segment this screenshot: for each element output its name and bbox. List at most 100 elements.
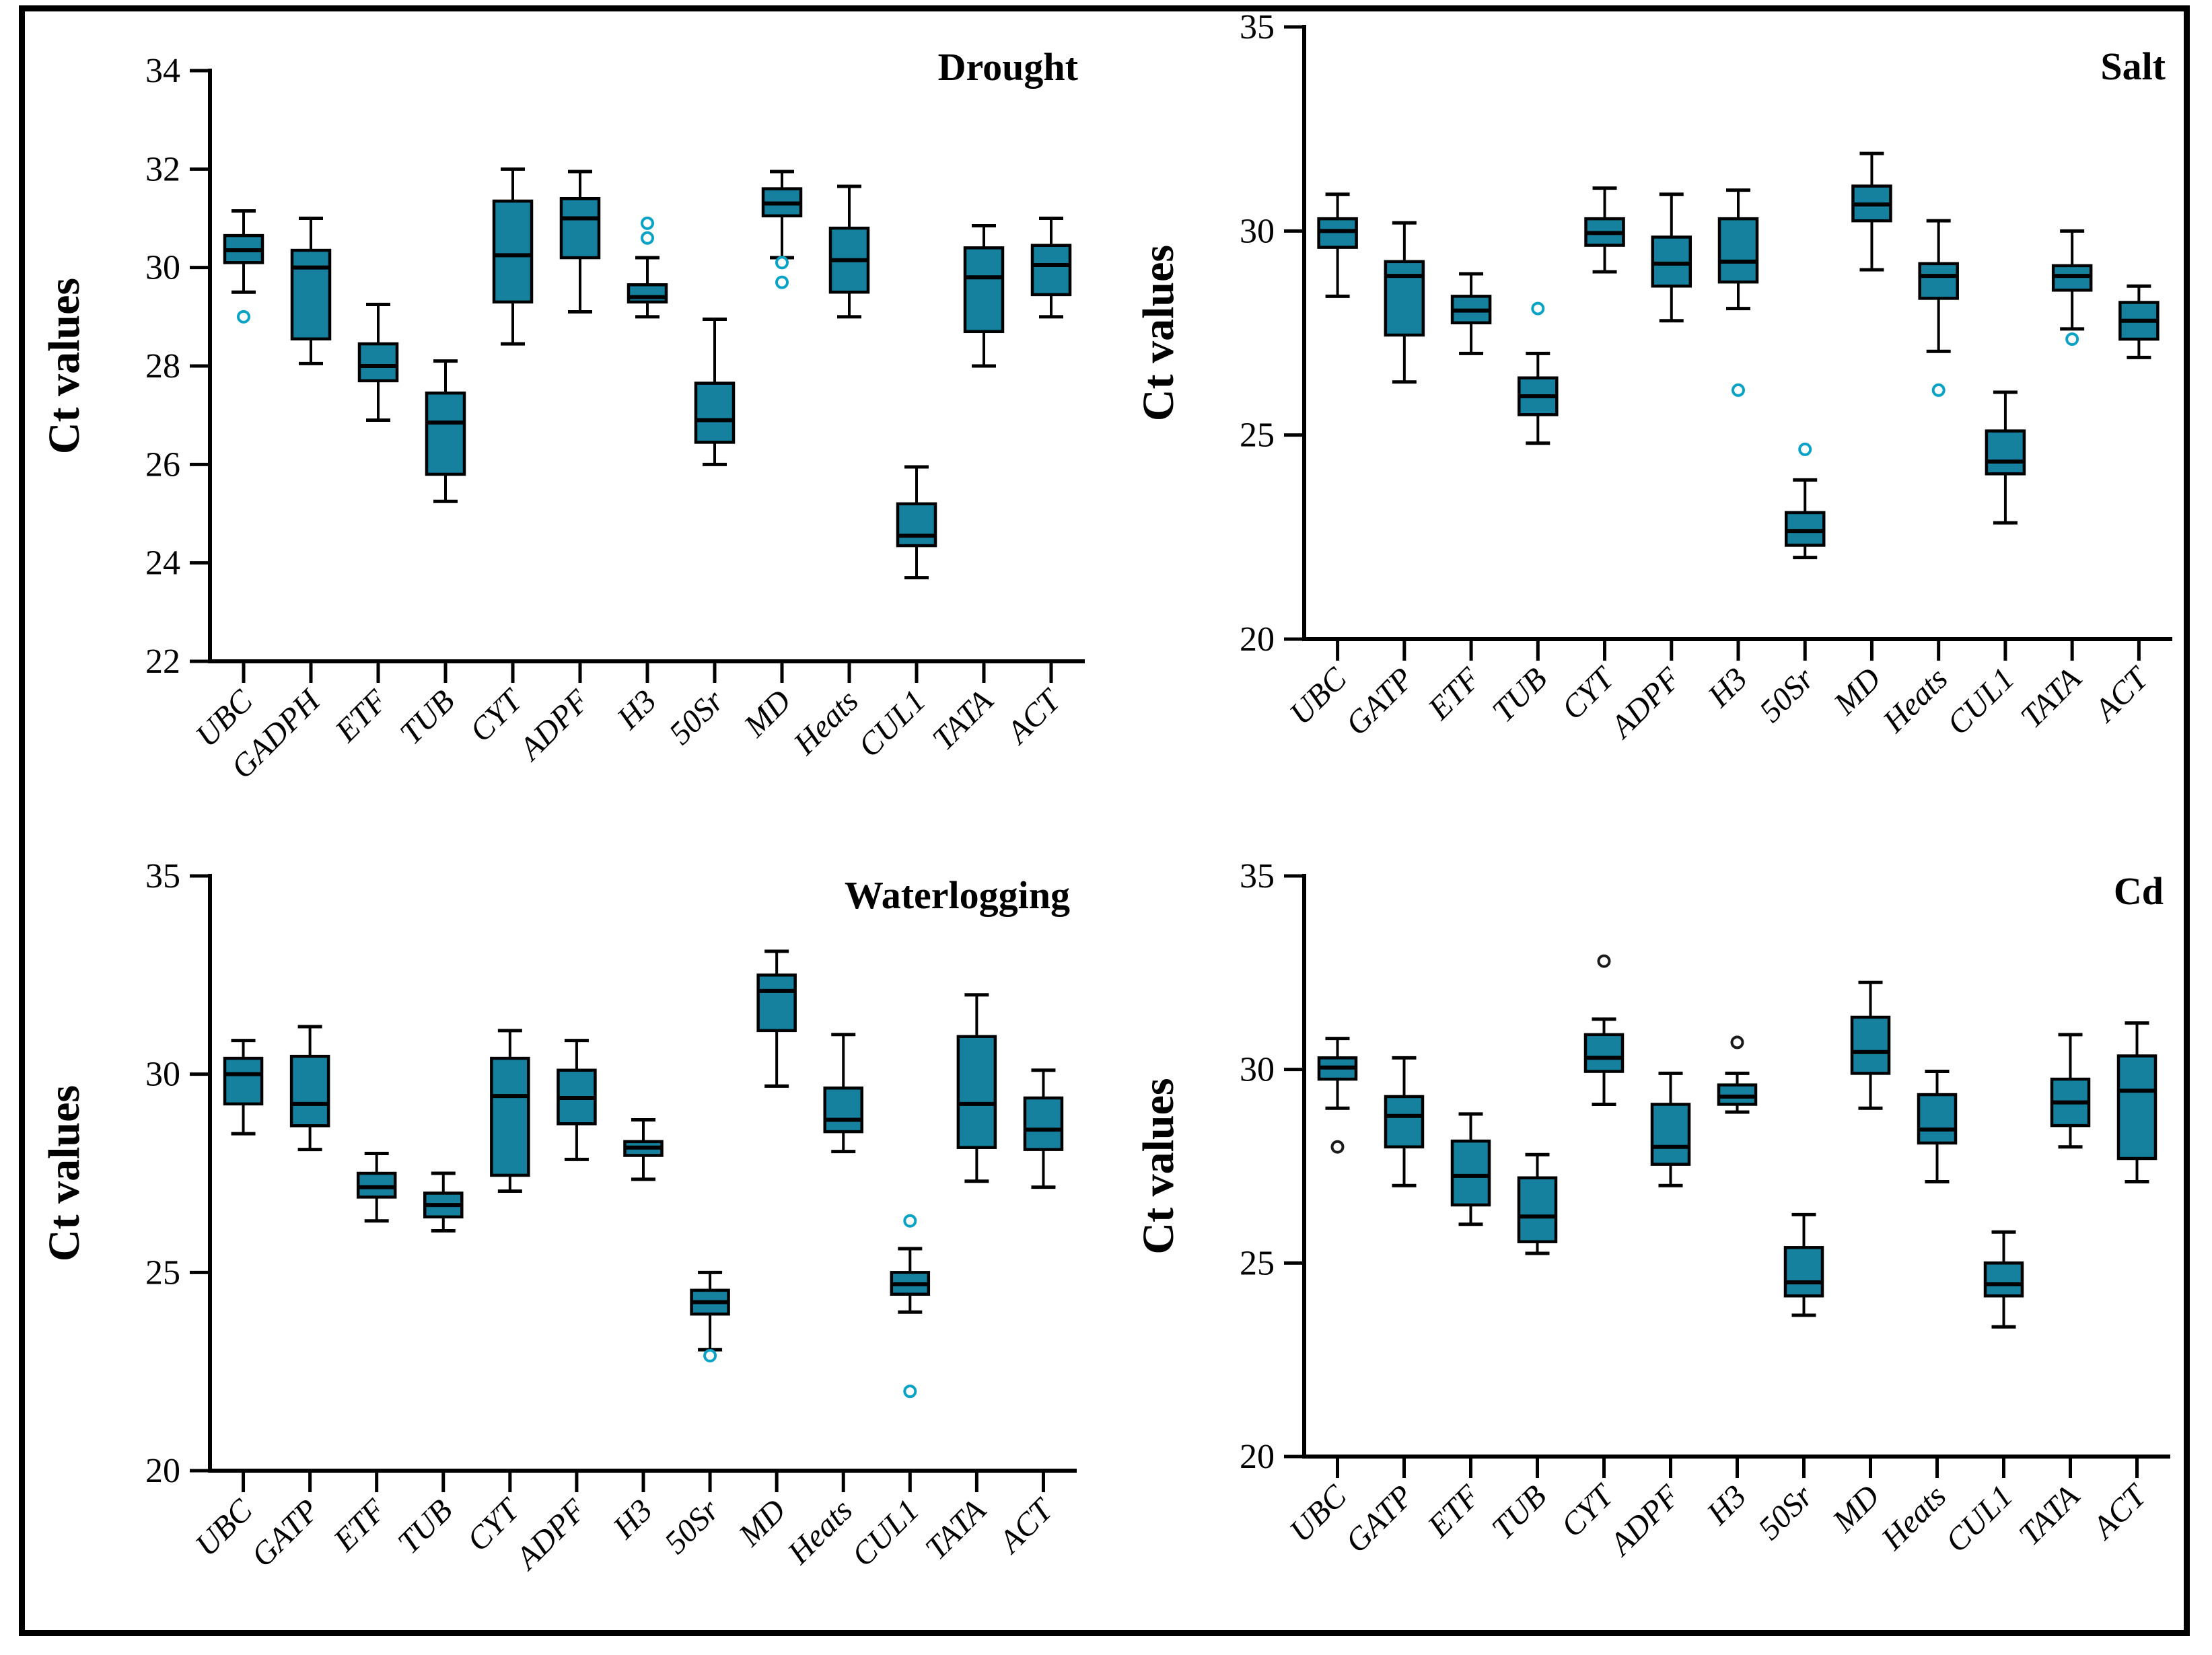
x-tick-label: 50Sr xyxy=(1752,1478,1820,1547)
box-cd-50Sr xyxy=(1783,1212,1824,1317)
box-salt-MD xyxy=(1851,151,1892,272)
x-tick-label: CUL1 xyxy=(1940,661,2021,741)
y-tick-label: 35 xyxy=(1240,9,1275,46)
box-drought-TUB xyxy=(425,359,466,503)
iqr-box xyxy=(223,1056,264,1106)
box-drought-TATA xyxy=(963,223,1005,368)
box-waterlogging-H3 xyxy=(623,1117,664,1181)
box-salt-TUB xyxy=(1518,301,1559,445)
iqr-box xyxy=(1917,1093,1958,1145)
box-waterlogging-CUL1 xyxy=(890,1214,931,1399)
iqr-box xyxy=(1583,1033,1625,1073)
outlier-point xyxy=(903,1385,917,1399)
x-tick-label: ADPF xyxy=(511,683,596,768)
iqr-box xyxy=(357,342,399,383)
box-cd-ACT xyxy=(2116,1021,2157,1184)
box-waterlogging-50Sr xyxy=(690,1270,730,1363)
y-tick-label: 28 xyxy=(145,347,180,385)
box-cd-TATA xyxy=(2050,1033,2091,1149)
iqr-box xyxy=(956,1035,997,1149)
box-waterlogging-CYT xyxy=(490,1029,530,1193)
x-tick-label: 50Sr xyxy=(657,1492,726,1561)
y-axis-title: Ct values xyxy=(40,1085,89,1261)
x-tick-label: ACT xyxy=(2086,659,2156,729)
iqr-box xyxy=(627,283,668,304)
y-tick-label: 25 xyxy=(1240,416,1275,455)
y-axis-title: Ct values xyxy=(1134,245,1183,421)
x-tick-label: H3 xyxy=(610,683,664,737)
box-waterlogging-ETF xyxy=(356,1152,397,1223)
box-waterlogging-Heats xyxy=(823,1033,863,1154)
iqr-box xyxy=(290,248,332,341)
y-tick-label: 22 xyxy=(145,642,180,681)
x-tick-label: ADPF xyxy=(1602,1478,1687,1564)
outlier-point xyxy=(2065,332,2079,346)
iqr-box xyxy=(1517,1176,1558,1243)
y-axis-title: Ct values xyxy=(40,278,89,454)
outlier-point xyxy=(1531,301,1545,316)
iqr-box xyxy=(1450,1139,1491,1207)
x-tick-label: TUB xyxy=(393,683,462,751)
outlier-point xyxy=(1597,954,1611,968)
box-drought-MD xyxy=(761,170,803,289)
box-cd-UBC xyxy=(1317,1037,1358,1154)
y-tick-label: 32 xyxy=(145,150,180,188)
y-tick-label: 25 xyxy=(1240,1244,1275,1282)
iqr-box xyxy=(1985,429,2026,476)
box-salt-CUL1 xyxy=(1985,390,2026,525)
box-salt-ADPF xyxy=(1651,192,1692,323)
iqr-box xyxy=(896,502,937,548)
x-tick-label: H3 xyxy=(606,1492,659,1546)
iqr-box xyxy=(1783,1246,1824,1298)
box-salt-UBC xyxy=(1317,192,1358,298)
y-tick-label: 26 xyxy=(145,445,180,484)
iqr-box xyxy=(1317,217,1358,249)
x-tick-label: GATP xyxy=(1339,1478,1420,1559)
panel-cd: 20 25 30 35 Ct values Cd UBC GATP ETF TUB CYT ADPF H… xyxy=(1117,838,2194,1645)
x-tick-label: Heats xyxy=(786,683,865,762)
x-tick-label: CUL1 xyxy=(845,1492,926,1573)
box-cd-MD xyxy=(1850,980,1891,1110)
iqr-box xyxy=(289,1054,330,1128)
x-tick-label: 50Sr xyxy=(662,683,731,751)
box-salt-ACT xyxy=(2118,284,2160,359)
box-drought-GADPH xyxy=(290,217,332,365)
iqr-box xyxy=(694,381,736,444)
x-tick-label: CUL1 xyxy=(851,683,932,764)
outlier-point xyxy=(641,231,654,245)
outlier-point xyxy=(237,309,250,324)
box-cd-GATP xyxy=(1384,1056,1425,1187)
y-tick-label: 20 xyxy=(1240,620,1275,659)
x-tick-label: ETF xyxy=(1421,661,1487,727)
iqr-box xyxy=(1983,1261,2024,1298)
x-tick-label: GATP xyxy=(244,1492,326,1574)
x-tick-label: GATP xyxy=(1339,661,1421,742)
panel-title: Cd xyxy=(2114,869,2164,913)
x-tick-label: ACT xyxy=(991,1491,1061,1561)
y-tick-label: 20 xyxy=(1240,1438,1275,1476)
box-salt-Heats xyxy=(1918,219,1959,397)
iqr-box xyxy=(1384,260,1425,337)
box-cd-H3 xyxy=(1717,1035,1758,1114)
iqr-box xyxy=(1918,262,1959,300)
box-drought-CYT xyxy=(492,167,534,346)
outlier-point xyxy=(1730,1035,1744,1050)
y-tick-label: 24 xyxy=(145,544,180,583)
box-waterlogging-UBC xyxy=(223,1039,264,1136)
box-drought-CUL1 xyxy=(896,465,937,580)
iqr-box xyxy=(559,196,601,260)
outlier-point xyxy=(903,1214,917,1228)
box-drought-ACT xyxy=(1030,217,1072,319)
figure-border xyxy=(19,5,2190,1636)
iqr-box xyxy=(1717,217,1759,284)
box-salt-GATP xyxy=(1384,221,1425,384)
box-salt-50Sr xyxy=(1784,442,1826,560)
outlier-point xyxy=(641,216,654,230)
box-drought-ADPF xyxy=(559,170,601,314)
iqr-box xyxy=(1651,235,1692,288)
box-waterlogging-TUB xyxy=(423,1171,464,1233)
x-tick-label: ACT xyxy=(999,682,1069,751)
panel-drought: 22 24 26 28 30 32 34 Ct values Drought UBC GADPH ET… xyxy=(27,9,1110,823)
iqr-box xyxy=(425,391,466,476)
box-waterlogging-ADPF xyxy=(557,1039,597,1161)
